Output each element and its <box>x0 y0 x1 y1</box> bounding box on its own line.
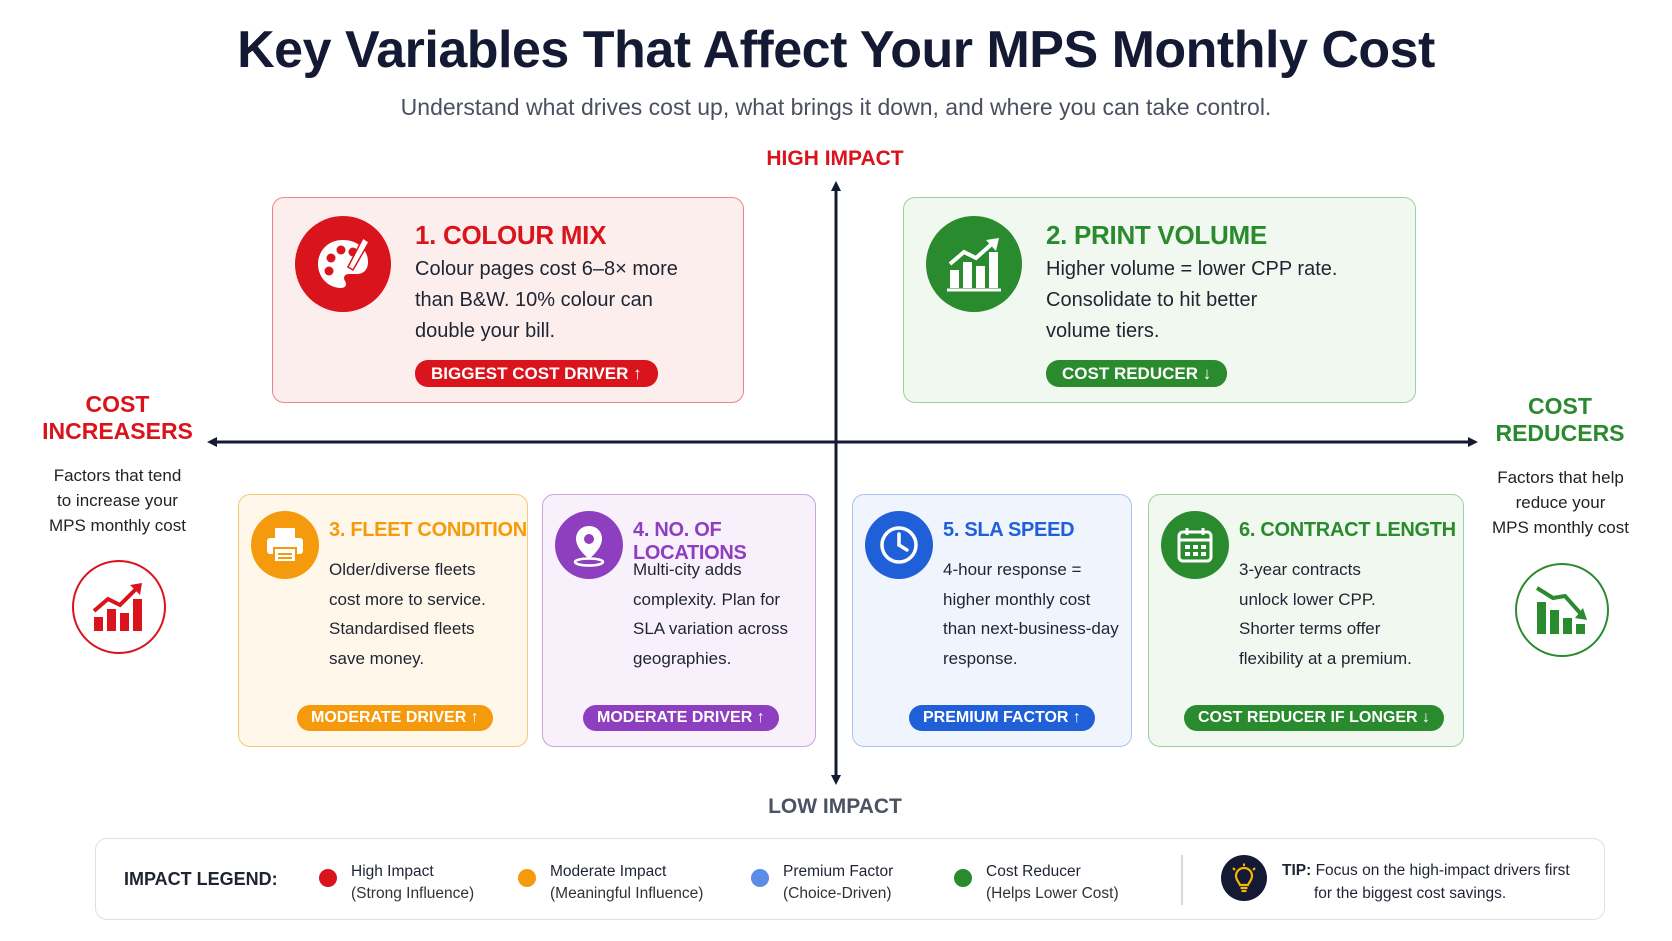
card-fleet-condition: 3. FLEET CONDITION Older/diverse fleets … <box>238 494 528 747</box>
card-title: 1. COLOUR MIX <box>415 220 607 250</box>
bar-chart-icon <box>926 216 1022 312</box>
legend-dot <box>751 869 769 887</box>
page-subtitle: Understand what drives cost up, what bri… <box>400 94 1272 120</box>
impact-badge: COST REDUCER IF LONGER ↓ <box>1184 705 1445 731</box>
legend-item-high-impact: High Impact (Strong Influence) <box>319 861 474 905</box>
legend-item-premium-factor: Premium Factor (Choice-Driven) <box>751 861 893 905</box>
cost-increasers-description: Factors that tend to increase your MPS m… <box>49 466 186 535</box>
lightbulb-icon <box>1221 855 1267 901</box>
card-title: 6. CONTRACT LENGTH <box>1239 519 1456 541</box>
cost-reducers-description: Factors that help reduce your MPS monthl… <box>1492 468 1629 537</box>
card-title: 3. FLEET CONDITION <box>329 519 527 541</box>
impact-badge: COST REDUCER ↓ <box>1046 360 1228 387</box>
tip-text: TIP: Focus on the high-impact drivers fi… <box>1282 862 1570 902</box>
location-pin-icon <box>555 511 623 579</box>
card-body: Colour pages cost 6–8× more than B&W. 10… <box>415 258 678 342</box>
card-body: 3-year contracts unlock lower CPP. Short… <box>1239 560 1412 668</box>
impact-badge: MODERATE DRIVER ↑ <box>297 705 493 731</box>
palette-icon <box>295 216 391 312</box>
low-impact-label: LOW IMPACT <box>768 795 902 818</box>
page-title: Key Variables That Affect Your MPS Month… <box>237 21 1435 79</box>
card-body: Older/diverse fleets cost more to servic… <box>329 560 486 668</box>
cost-reducers-title: COST REDUCERS <box>1495 393 1625 446</box>
legend-divider <box>1181 855 1183 905</box>
card-colour-mix: 1. COLOUR MIX Colour pages cost 6–8× mor… <box>272 197 744 403</box>
card-sla-speed: 5. SLA SPEED 4-hour response = higher mo… <box>852 494 1132 747</box>
impact-badge: PREMIUM FACTOR ↑ <box>909 705 1095 731</box>
legend-dot <box>954 869 972 887</box>
card-body: 4-hour response = higher monthly cost th… <box>943 560 1119 668</box>
card-title: 4. NO. OF LOCATIONS <box>633 519 747 564</box>
high-impact-label: HIGH IMPACT <box>766 147 904 170</box>
calendar-icon <box>1161 511 1229 579</box>
chart-down-icon <box>1515 563 1609 657</box>
legend-dot <box>518 869 536 887</box>
chart-up-icon <box>72 560 166 654</box>
legend-dot <box>319 869 337 887</box>
card-print-volume: 2. PRINT VOLUME Higher volume = lower CP… <box>903 197 1416 403</box>
card-body: Multi-city adds complexity. Plan for SLA… <box>633 560 788 668</box>
printer-icon <box>251 511 319 579</box>
clock-icon <box>865 511 933 579</box>
legend-item-cost-reducer: Cost Reducer (Helps Lower Cost) <box>954 861 1119 905</box>
card-no-of-locations: 4. NO. OF LOCATIONS Multi-city adds comp… <box>542 494 816 747</box>
card-title: 2. PRINT VOLUME <box>1046 220 1267 250</box>
impact-badge: MODERATE DRIVER ↑ <box>583 705 779 731</box>
legend-title: IMPACT LEGEND: <box>124 869 278 889</box>
card-contract-length: 6. CONTRACT LENGTH 3-year contracts unlo… <box>1148 494 1464 747</box>
cost-increasers-title: COST INCREASERS <box>42 391 193 444</box>
card-body: Higher volume = lower CPP rate. Consolid… <box>1046 258 1338 342</box>
card-title: 5. SLA SPEED <box>943 519 1075 541</box>
impact-legend: IMPACT LEGEND: High Impact (Strong Influ… <box>95 838 1605 920</box>
legend-item-moderate-impact: Moderate Impact (Meaningful Influence) <box>518 861 703 905</box>
impact-badge: BIGGEST COST DRIVER ↑ <box>415 360 658 387</box>
